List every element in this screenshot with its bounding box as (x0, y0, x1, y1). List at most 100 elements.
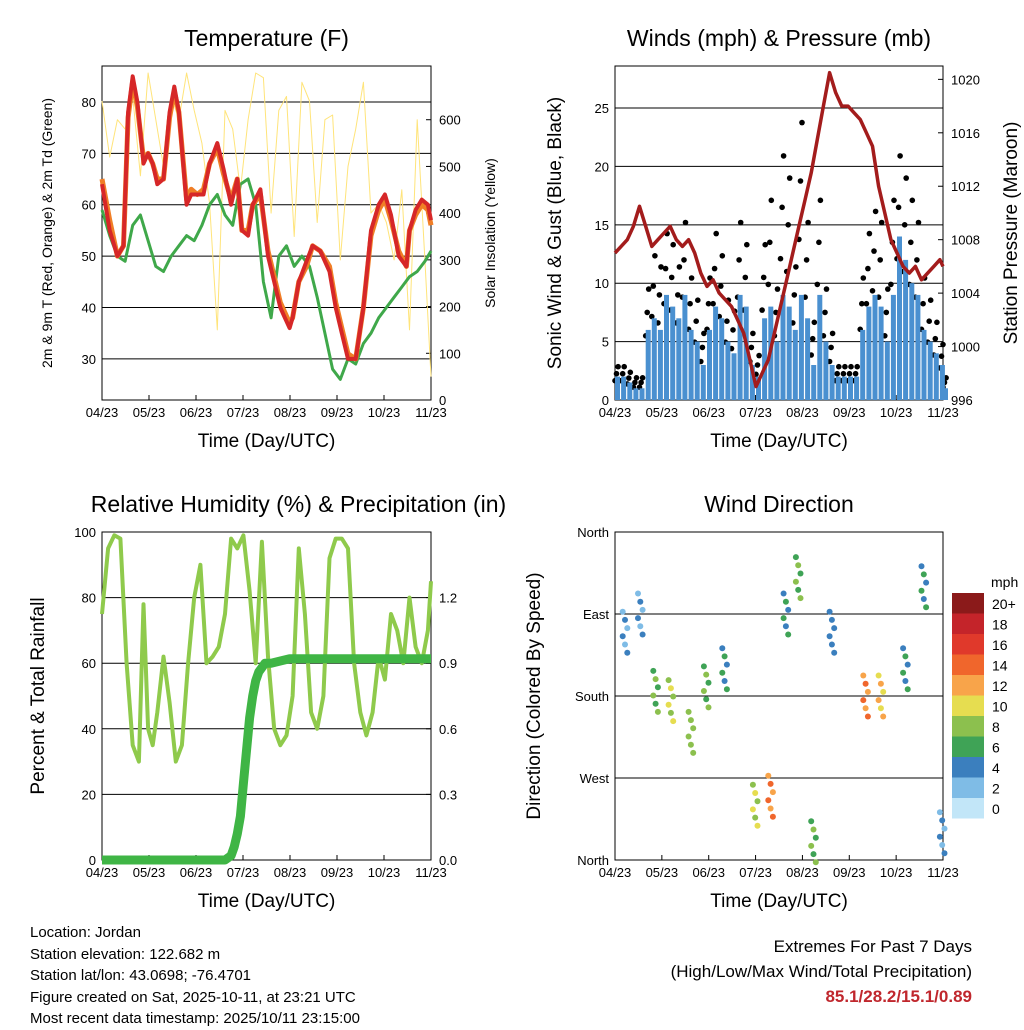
direction-point (637, 598, 644, 605)
x-tick-label: 05/23 (133, 865, 166, 880)
recent-text: Most recent data timestamp: 2025/10/11 2… (30, 1010, 360, 1027)
direction-point (860, 672, 867, 679)
direction-point (795, 586, 802, 593)
gust-point (748, 344, 755, 351)
wind-bar (792, 329, 798, 400)
direction-point (719, 645, 726, 652)
right-tick-label: 0.9 (439, 656, 457, 671)
gust-point (909, 197, 916, 204)
direction-point (723, 661, 730, 668)
direction-point (690, 725, 697, 732)
x-tick-label: 08/23 (786, 405, 819, 420)
y-tick-label: 25 (595, 101, 609, 116)
x-tick-label: 05/23 (646, 405, 679, 420)
x-tick-label: 06/23 (692, 865, 725, 880)
direction-point (785, 631, 792, 638)
x-tick-label: 09/23 (321, 405, 354, 420)
gust-point (695, 297, 701, 304)
right-tick-label: 500 (439, 159, 461, 174)
wind-bar (798, 294, 804, 400)
gust-point (777, 255, 784, 262)
direction-point (877, 705, 884, 712)
gust-point (638, 379, 644, 386)
x-axis-label: Time (Day/UTC) (198, 431, 336, 452)
direction-point (860, 697, 867, 704)
y-tick-label: 100 (74, 525, 96, 540)
y-tick-label: East (583, 607, 609, 622)
gust-point (742, 274, 749, 281)
pressure-line (613, 70, 945, 389)
direction-point (685, 733, 692, 740)
wind-bar (633, 388, 639, 400)
gust-point (645, 286, 652, 292)
direction-point (619, 633, 626, 640)
x-tick-label: 07/23 (739, 865, 772, 880)
direction-point (792, 554, 799, 561)
plot-frame (614, 531, 944, 861)
t2m-line (100, 74, 433, 361)
gust-point (699, 344, 706, 351)
wind-bar (878, 306, 884, 400)
gust-point (934, 319, 940, 326)
y-tick-label: 20 (82, 787, 96, 802)
gust-point (903, 175, 909, 181)
gust-point (662, 265, 669, 272)
gust-point (713, 230, 719, 237)
legend-swatch (952, 757, 984, 778)
right-tick-label: 1016 (951, 126, 980, 141)
gust-point (688, 275, 695, 281)
direction-point (654, 684, 661, 691)
direction-point (690, 749, 697, 756)
gust-point (869, 288, 876, 294)
wind-bar (943, 388, 948, 400)
gust-point (926, 318, 932, 325)
direction-point (812, 834, 819, 841)
x-tick-label: 10/23 (880, 405, 913, 420)
gust-point (768, 197, 775, 204)
y-axis-label: 2m & 9m T (Red, Orange) & 2m Td (Green) (39, 98, 55, 368)
y-axis-label-right: Station Pressure (Maroon) (1001, 122, 1022, 345)
wind-bar (872, 294, 878, 400)
direction-point (875, 697, 882, 704)
gust-point (791, 292, 798, 298)
wind-bar (621, 376, 627, 400)
gust-point (627, 369, 634, 376)
direction-point (828, 616, 835, 623)
gust-point (639, 375, 646, 381)
x-tick-label: 09/23 (833, 405, 866, 420)
gust-point (878, 219, 885, 226)
direction-point (619, 608, 626, 615)
direction-point (767, 805, 774, 812)
extremes-title: Extremes For Past 7 Days (773, 937, 972, 956)
right-tick-label: 1008 (951, 233, 980, 248)
gust-point (652, 253, 658, 259)
chart-title: Temperature (F) (184, 25, 349, 51)
direction-point (923, 604, 930, 611)
x-axis-label: Time (Day/UTC) (710, 431, 848, 452)
gust-point (767, 239, 773, 246)
chart-title: Relative Humidity (%) & Precipitation (i… (91, 491, 506, 517)
legend-label: 20+ (992, 596, 1016, 612)
wind-bar (725, 341, 731, 400)
legend-swatch (952, 613, 984, 634)
legend-label: 16 (992, 637, 1008, 653)
wind-bar (939, 365, 945, 400)
direction-point (765, 797, 772, 804)
extremes-subtitle: (High/Low/Max Wind/Total Precipitation) (670, 962, 972, 981)
wind-bar (682, 294, 688, 400)
y-tick-label: 70 (82, 146, 96, 161)
right-tick-label: 1012 (951, 179, 980, 194)
legend-swatch (952, 777, 984, 798)
direction-point (665, 677, 672, 684)
gust-point (759, 307, 765, 313)
gust-point (779, 204, 785, 211)
x-tick-label: 09/23 (321, 865, 354, 880)
gust-point (619, 370, 626, 377)
direction-point (670, 718, 677, 725)
direction-point (939, 842, 946, 848)
x-tick-label: 05/23 (133, 405, 166, 420)
gust-point (756, 352, 762, 359)
direction-point (723, 686, 730, 693)
direction-point (719, 669, 726, 676)
gust-point (920, 300, 926, 307)
